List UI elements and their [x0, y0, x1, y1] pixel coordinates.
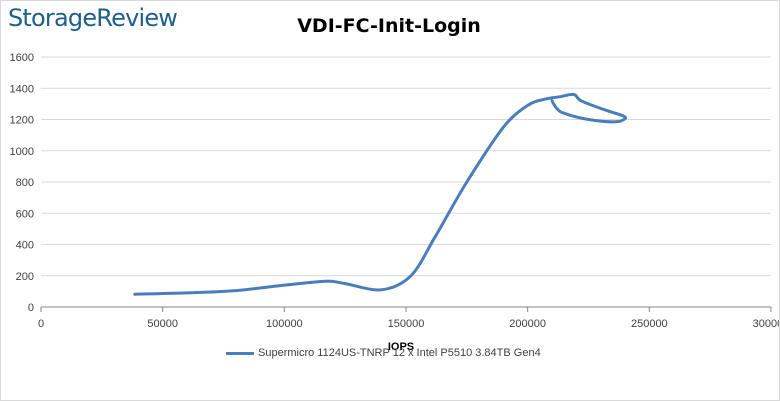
x-tick-label: 300000 — [753, 318, 779, 330]
x-axis-ticks: 0 50000 100000 150000 200000 250000 300000 — [38, 307, 779, 330]
x-tick-label: 100000 — [266, 318, 303, 330]
y-tick-label: 0 — [28, 302, 34, 314]
series-line — [133, 92, 628, 296]
y-tick-label: 1600 — [10, 52, 34, 64]
legend: Supermicro 1124US-TNRP 12 x Intel P5510 … — [226, 344, 541, 362]
y-tick-label: 200 — [16, 271, 34, 283]
y-tick-label: 1200 — [10, 115, 34, 127]
legend-swatch — [226, 351, 254, 355]
x-axis-title: IOPS — [388, 341, 414, 353]
x-tick-label: 50000 — [147, 318, 178, 330]
y-tick-label: 800 — [16, 177, 34, 189]
y-tick-label: 400 — [16, 240, 34, 252]
legend-label: Supermicro 1124US-TNRP 12 x Intel P5510 … — [258, 347, 541, 359]
chart-title: VDI-FC-Init-Login — [297, 15, 481, 37]
y-tick-label: 1400 — [10, 83, 34, 95]
x-tick-label: 250000 — [631, 318, 668, 330]
gridlines — [41, 56, 771, 277]
x-tick-label: 0 — [38, 318, 44, 330]
y-tick-label: 1000 — [10, 146, 34, 158]
storagereview-logo: StorageReview — [8, 4, 178, 32]
x-tick-label: 150000 — [388, 318, 425, 330]
y-axis-ticks: 0 200 400 600 800 1000 1200 1400 1600 — [10, 52, 34, 314]
y-tick-label: 600 — [16, 208, 34, 220]
x-tick-label: 200000 — [509, 318, 546, 330]
